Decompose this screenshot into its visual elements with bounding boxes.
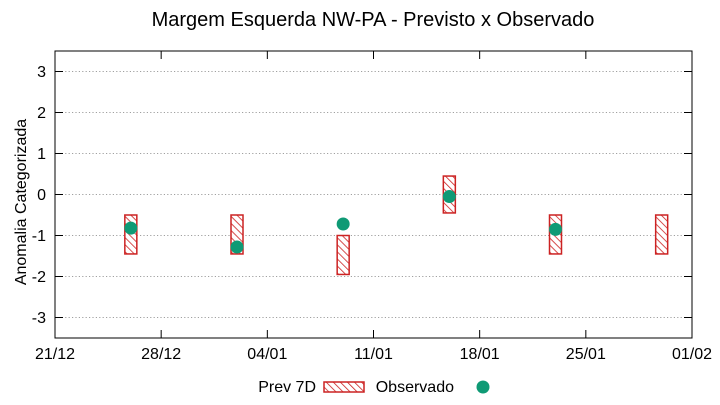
- observed-point: [442, 190, 456, 204]
- observed-point: [124, 221, 138, 235]
- observed-series: [124, 190, 562, 254]
- x-axis-ticks: 21/12 28/12 04/01 11/01 18/01 25/01 01/02: [35, 51, 712, 363]
- y-tick-label: 3: [37, 64, 46, 81]
- prev-series: [124, 175, 669, 276]
- legend: Prev 7D Observado: [258, 379, 490, 396]
- y-tick-label: 1: [37, 146, 46, 163]
- x-tick-label: 25/01: [566, 346, 606, 363]
- y-axis-label: Anomalia Categorizada: [13, 119, 30, 285]
- x-tick-label: 01/02: [672, 346, 712, 363]
- x-tick-label: 21/12: [35, 346, 75, 363]
- legend-label-prev: Prev 7D: [258, 379, 316, 396]
- observed-point: [230, 240, 244, 254]
- y-tick-label: -2: [32, 269, 46, 286]
- legend-swatch-prev: [323, 381, 365, 393]
- y-tick-label: -3: [32, 310, 46, 327]
- y-tick-label: -1: [32, 228, 46, 245]
- x-tick-label: 28/12: [141, 346, 181, 363]
- legend-label-observed: Observado: [376, 379, 454, 396]
- y-tick-label: 0: [37, 187, 46, 204]
- y-axis-ticks: 3 2 1 0 -1 -2 -3: [32, 64, 692, 327]
- x-tick-label: 11/01: [354, 346, 393, 363]
- observed-point: [549, 222, 562, 236]
- chart-title: Margem Esquerda NW-PA - Previsto x Obser…: [152, 9, 595, 31]
- legend-marker-observed: [476, 380, 490, 394]
- x-tick-label: 04/01: [247, 346, 287, 363]
- grid-lines: [55, 71, 692, 318]
- prev-7d-box: [336, 234, 350, 276]
- prev-7d-box: [654, 214, 669, 255]
- x-tick-label: 18/01: [460, 346, 500, 363]
- y-tick-label: 2: [37, 105, 46, 122]
- observed-point: [336, 217, 350, 231]
